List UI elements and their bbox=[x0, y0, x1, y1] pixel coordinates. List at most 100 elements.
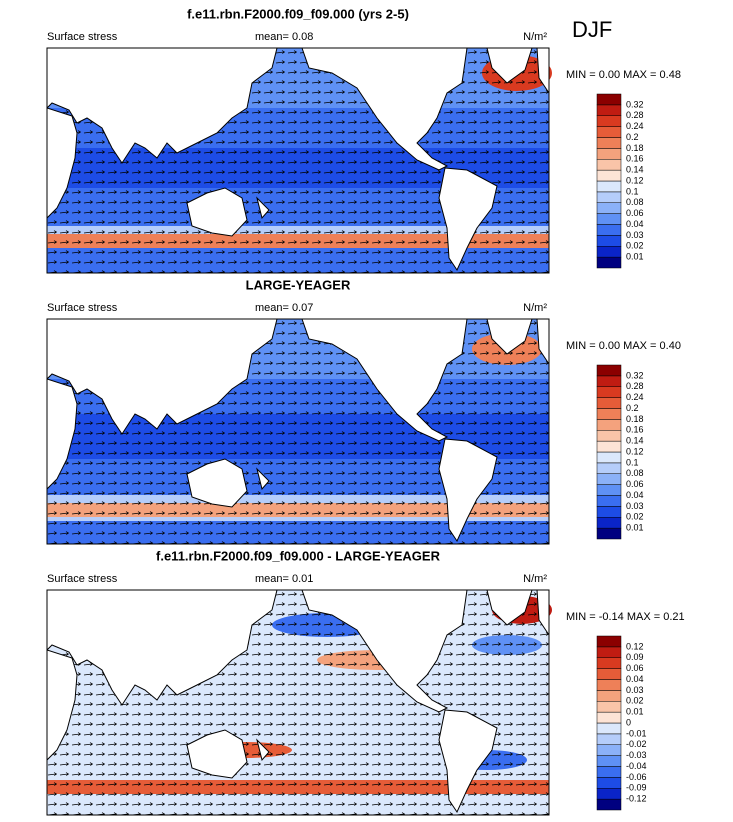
units-label: N/m² bbox=[523, 302, 547, 314]
colorbar-box bbox=[596, 397, 622, 409]
colorbar-box bbox=[596, 798, 622, 811]
colorbar-label: 0.12 bbox=[626, 175, 644, 185]
colorbar-box bbox=[596, 755, 622, 767]
colorbar-label: 0.18 bbox=[626, 143, 644, 153]
colorbar-box bbox=[596, 777, 622, 789]
colorbar-box bbox=[596, 235, 622, 247]
colorbar-box bbox=[596, 495, 622, 507]
colorbar-label: 0.2 bbox=[626, 403, 639, 413]
colorbar-box bbox=[596, 213, 622, 225]
colorbar-label: 0.28 bbox=[626, 110, 644, 120]
colorbar-label: 0.14 bbox=[626, 436, 644, 446]
colorbar-label: 0.02 bbox=[626, 696, 644, 706]
colorbar-label: 0.03 bbox=[626, 230, 644, 240]
colorbar-box bbox=[596, 419, 622, 431]
colorbar-label: -0.04 bbox=[626, 761, 647, 771]
colorbar-label: 0.1 bbox=[626, 186, 639, 196]
colorbar-box bbox=[596, 93, 622, 106]
colorbar-box bbox=[596, 701, 622, 713]
colorbar-label: 0.24 bbox=[626, 392, 644, 402]
min-max-label: MIN = -0.14 MAX = 0.21 bbox=[566, 611, 685, 623]
colorbar-label: -0.12 bbox=[626, 794, 647, 804]
colorbar-box bbox=[596, 246, 622, 258]
panel-title: LARGE-YEAGER bbox=[246, 277, 351, 292]
colorbar-label: 0.04 bbox=[626, 219, 644, 229]
colorbar-box bbox=[596, 646, 622, 658]
colorbar-box bbox=[596, 635, 622, 648]
colorbar-label: 0.04 bbox=[626, 674, 644, 684]
colorbar-label: -0.02 bbox=[626, 739, 647, 749]
colorbar-box bbox=[596, 462, 622, 474]
colorbar-box bbox=[596, 224, 622, 236]
colorbar-box bbox=[596, 180, 622, 193]
colorbar-label: 0.32 bbox=[626, 99, 644, 109]
colorbar-label: -0.03 bbox=[626, 750, 647, 760]
colorbar-label: 0.08 bbox=[626, 468, 644, 478]
colorbar-box bbox=[596, 408, 622, 420]
colorbar-box bbox=[596, 202, 622, 214]
colorbar-box bbox=[596, 473, 622, 485]
colorbar-label: 0.06 bbox=[626, 663, 644, 673]
colorbar-label: -0.06 bbox=[626, 772, 647, 782]
colorbar-box bbox=[596, 256, 622, 269]
units-label: N/m² bbox=[523, 31, 547, 43]
panel-title: f.e11.rbn.F2000.f09_f09.000 - LARGE-YEAG… bbox=[156, 548, 441, 563]
colorbar-box bbox=[596, 375, 622, 387]
colorbar-label: 0.08 bbox=[626, 197, 644, 207]
colorbar-box bbox=[596, 386, 622, 398]
colorbar-label: 0.28 bbox=[626, 381, 644, 391]
colorbar-label: 0.14 bbox=[626, 165, 644, 175]
colorbar-box bbox=[596, 104, 622, 116]
colorbar-box bbox=[596, 733, 622, 745]
colorbar-box bbox=[596, 527, 622, 540]
colorbar-label: 0.06 bbox=[626, 208, 644, 218]
map-panel bbox=[46, 47, 552, 274]
mean-label: mean= 0.08 bbox=[255, 31, 313, 43]
colorbar-label: 0.01 bbox=[626, 252, 644, 262]
colorbar-label: 0.12 bbox=[626, 641, 644, 651]
colorbar-box bbox=[596, 137, 622, 149]
colorbar-box bbox=[596, 484, 622, 496]
colorbar-box bbox=[596, 191, 622, 203]
colorbar-box bbox=[596, 744, 622, 756]
colorbar-label: -0.09 bbox=[626, 783, 647, 793]
panel-title: f.e11.rbn.F2000.f09_f09.000 (yrs 2-5) bbox=[187, 6, 409, 21]
colorbar-label: 0.16 bbox=[626, 425, 644, 435]
mean-label: mean= 0.01 bbox=[255, 573, 313, 585]
colorbar-label: 0.2 bbox=[626, 132, 639, 142]
colorbar-label: 0.03 bbox=[626, 501, 644, 511]
colorbar-box bbox=[596, 430, 622, 442]
colorbar-box bbox=[596, 169, 622, 182]
map-panel bbox=[46, 318, 550, 545]
colorbar-box bbox=[596, 451, 622, 464]
colorbar-box bbox=[596, 766, 622, 778]
colorbar-label: 0.16 bbox=[626, 154, 644, 164]
variable-label: Surface stress bbox=[47, 302, 118, 314]
colorbar-box bbox=[596, 788, 622, 800]
colorbar-box bbox=[596, 668, 622, 680]
colorbar-box bbox=[596, 148, 622, 160]
colorbar-label: 0.06 bbox=[626, 479, 644, 489]
min-max-label: MIN = 0.00 MAX = 0.40 bbox=[566, 340, 681, 352]
colorbar-box bbox=[596, 517, 622, 529]
colorbar-box bbox=[596, 440, 622, 453]
colorbar-label: 0.18 bbox=[626, 414, 644, 424]
colorbar-box bbox=[596, 115, 622, 127]
colorbar-label: 0.1 bbox=[626, 457, 639, 467]
variable-label: Surface stress bbox=[47, 31, 118, 43]
colorbar-label: 0.03 bbox=[626, 685, 644, 695]
min-max-label: MIN = 0.00 MAX = 0.48 bbox=[566, 69, 681, 81]
colorbar-box bbox=[596, 159, 622, 171]
colorbar-box bbox=[596, 506, 622, 518]
colorbar-box bbox=[596, 722, 622, 735]
colorbar-label: 0.02 bbox=[626, 241, 644, 251]
colorbar-box bbox=[596, 126, 622, 138]
colorbar-label: 0 bbox=[626, 717, 631, 727]
colorbar-box bbox=[596, 690, 622, 702]
colorbar-box bbox=[596, 364, 622, 377]
units-label: N/m² bbox=[523, 573, 547, 585]
colorbar-label: 0.01 bbox=[626, 707, 644, 717]
map-panel bbox=[46, 589, 552, 816]
